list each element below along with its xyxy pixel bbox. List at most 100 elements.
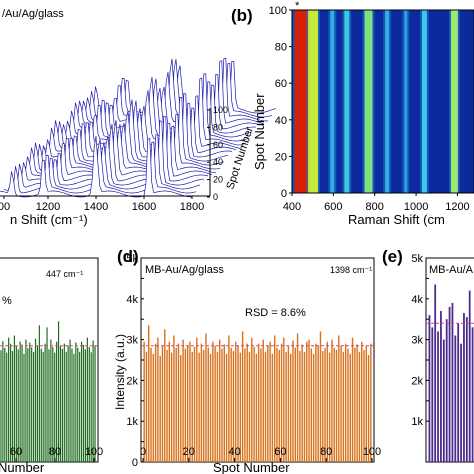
bar (317, 345, 319, 462)
bar (0, 350, 2, 462)
panel-b-heatmap-bg (292, 10, 474, 193)
bar (319, 331, 322, 462)
bar (431, 327, 434, 462)
bar (79, 351, 81, 462)
bar (143, 341, 145, 462)
bar (2, 341, 4, 462)
bar (193, 346, 196, 462)
panel-e-y-tick-label: 2k (411, 375, 423, 387)
panel-c-annotation: 447 cm⁻¹ (46, 269, 83, 279)
bar (354, 347, 356, 462)
bar (292, 340, 294, 462)
bar (269, 341, 271, 462)
bar (88, 346, 90, 462)
panel-b-x-tick-label: 1200 (445, 201, 469, 213)
bar (257, 343, 260, 462)
bar (200, 343, 203, 462)
panel-c-x-tick-label: 80 (49, 446, 61, 458)
panel-b-x-tick-label: 400 (283, 201, 301, 213)
waterfall-fill (36, 93, 228, 161)
waterfall-line (7, 134, 201, 190)
bar (11, 351, 14, 462)
panel-e-label: (e) (382, 247, 403, 266)
panel-a-depth-tick-label: 100 (213, 105, 228, 115)
waterfall-fill (20, 120, 212, 177)
bar (177, 343, 180, 462)
bar (278, 349, 280, 462)
bar (457, 323, 460, 462)
bar (82, 344, 85, 462)
panel-b-x-label: Raman Shift (cm (348, 212, 445, 227)
bar (225, 353, 228, 462)
waterfall-fill (24, 124, 216, 173)
heatmap-band (450, 10, 458, 193)
bar (312, 353, 315, 462)
panel-a-depth-ticks: 100 80 60 40 20 0 (207, 105, 228, 202)
bar (71, 348, 73, 462)
bar (241, 331, 244, 462)
panel-d-y-tick-label: 5k (126, 253, 138, 265)
bar (63, 343, 65, 462)
panel-d-x-tick-label: 20 (183, 446, 195, 458)
bar (44, 343, 46, 462)
panel-e-y-tick-label: 5k (411, 253, 423, 265)
bar (189, 341, 191, 462)
panel-d-y-tick-label: 2k (126, 375, 138, 387)
bar (145, 351, 148, 462)
bar (468, 290, 471, 462)
bar (315, 343, 317, 462)
bar (34, 338, 37, 462)
bar (324, 347, 326, 462)
bar (338, 335, 340, 462)
panel-d-y-tick-label: 1k (126, 416, 138, 428)
bar (251, 337, 253, 462)
bar (235, 341, 237, 462)
bar (61, 348, 63, 462)
bar (347, 348, 349, 462)
bar (442, 339, 445, 462)
panel-e-y-tick-label: 4k (411, 294, 423, 306)
bar (237, 345, 239, 462)
heatmap-band (330, 10, 335, 193)
panel-d-y-tick-label: 4k (126, 294, 138, 306)
bar (290, 353, 292, 462)
bar (367, 355, 370, 462)
bar (264, 351, 267, 462)
bar (150, 347, 152, 462)
bar (244, 348, 246, 462)
bar (223, 344, 226, 462)
bar (69, 339, 71, 462)
bar (280, 343, 283, 462)
bar (175, 347, 177, 462)
bar (159, 355, 161, 462)
bar (196, 337, 198, 462)
bar (212, 341, 214, 462)
panel-b-y-tick-label: 0 (281, 188, 287, 200)
waterfall-fill (32, 97, 224, 165)
bar (255, 353, 258, 462)
panel-c-x-label: Number (0, 460, 45, 474)
bar (25, 339, 27, 462)
bar (248, 351, 251, 462)
bar (260, 348, 262, 462)
heatmap-band (421, 10, 427, 193)
bar (38, 325, 40, 462)
bar (463, 313, 465, 462)
heatmap-band (364, 10, 373, 193)
bar (56, 341, 58, 462)
bar (214, 345, 216, 462)
panel-c-x-tick-label: 60 (10, 446, 22, 458)
waterfall-fill (48, 95, 240, 149)
bar (454, 335, 457, 462)
bar (202, 349, 205, 462)
panel-b: (b) * 0 20 40 60 80 100 400 600 800 1000 1200 Spo… (231, 0, 474, 227)
bar (310, 348, 313, 462)
panel-b-frame (291, 9, 474, 194)
panel-b-y-tick-label: 80 (275, 42, 287, 54)
panel-b-label: (b) (231, 6, 253, 25)
panel-a-depth-tick-label: 0 (213, 192, 218, 202)
heatmap-band (404, 10, 408, 193)
bar (205, 333, 207, 462)
waterfall-fill (60, 78, 252, 137)
